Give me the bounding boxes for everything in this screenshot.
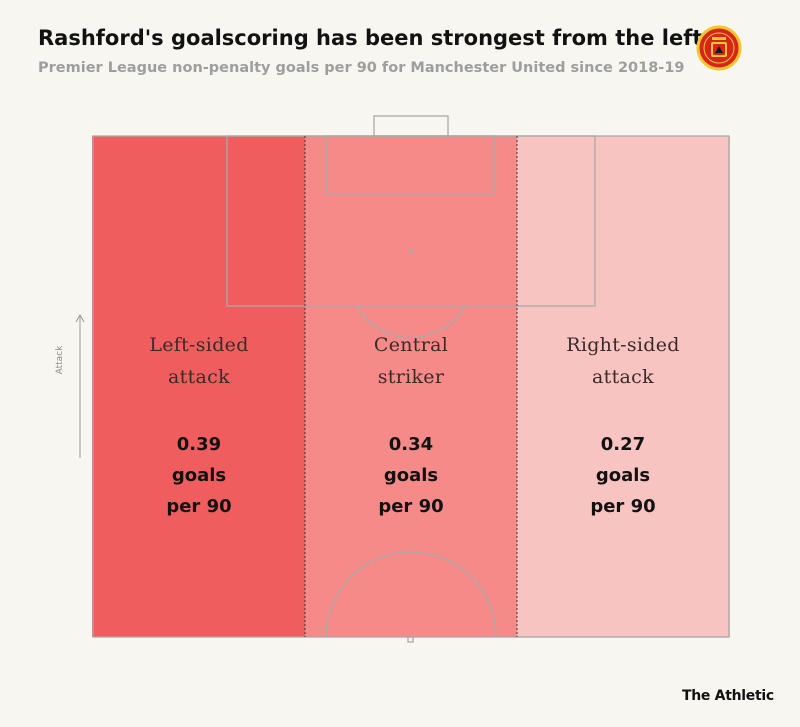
data-label-value: 0.39: [176, 434, 222, 455]
attack-direction-arrow: [75, 313, 85, 458]
manchester-united-crest-icon: [696, 25, 742, 71]
zone-label-line: attack: [168, 366, 230, 388]
zone-label-right: Right-sided attack: [523, 329, 723, 393]
six-yard-box: [325, 135, 495, 195]
the-athletic-logo: The Athletic: [682, 688, 774, 704]
chart-subtitle: Premier League non-penalty goals per 90 …: [38, 60, 685, 76]
zone-value-central: 0.34 goals per 90: [311, 429, 511, 522]
penalty-spot: [409, 249, 413, 253]
data-label-unit: goals: [595, 465, 651, 486]
data-label-unit: goals: [383, 465, 439, 486]
zone-right-sided-attack: [517, 136, 730, 637]
zone-value-right: 0.27 goals per 90: [523, 429, 723, 522]
attack-direction-label: Attack: [55, 345, 65, 375]
zone-label-central: Central striker: [311, 329, 511, 393]
center-spot-marker: [407, 636, 414, 643]
data-label-value: 0.34: [388, 434, 434, 455]
penalty-arc: [356, 305, 466, 339]
chart-title: Rashford's goalscoring has been stronges…: [38, 26, 703, 50]
zone-value-left: 0.39 goals per 90: [99, 429, 299, 522]
zone-label-line: Left-sided: [149, 334, 249, 356]
pitch-markings: [92, 115, 730, 643]
center-circle: [325, 551, 497, 638]
zone-label-line: striker: [377, 366, 445, 388]
zone-left-sided-attack: [92, 136, 305, 637]
goal-top: [373, 115, 449, 137]
data-label-unit: goals: [171, 465, 227, 486]
zone-label-line: Right-sided: [566, 334, 680, 356]
zone-label-left: Left-sided attack: [99, 329, 299, 393]
zone-label-line: Central: [373, 334, 449, 356]
data-label-unit: per 90: [590, 496, 656, 517]
data-label-unit: per 90: [166, 496, 232, 517]
zone-label-line: attack: [592, 366, 654, 388]
data-label-value: 0.27: [600, 434, 646, 455]
pitch-heatmap: [92, 115, 730, 643]
zone-central-striker: [305, 136, 517, 637]
data-label-unit: per 90: [378, 496, 444, 517]
